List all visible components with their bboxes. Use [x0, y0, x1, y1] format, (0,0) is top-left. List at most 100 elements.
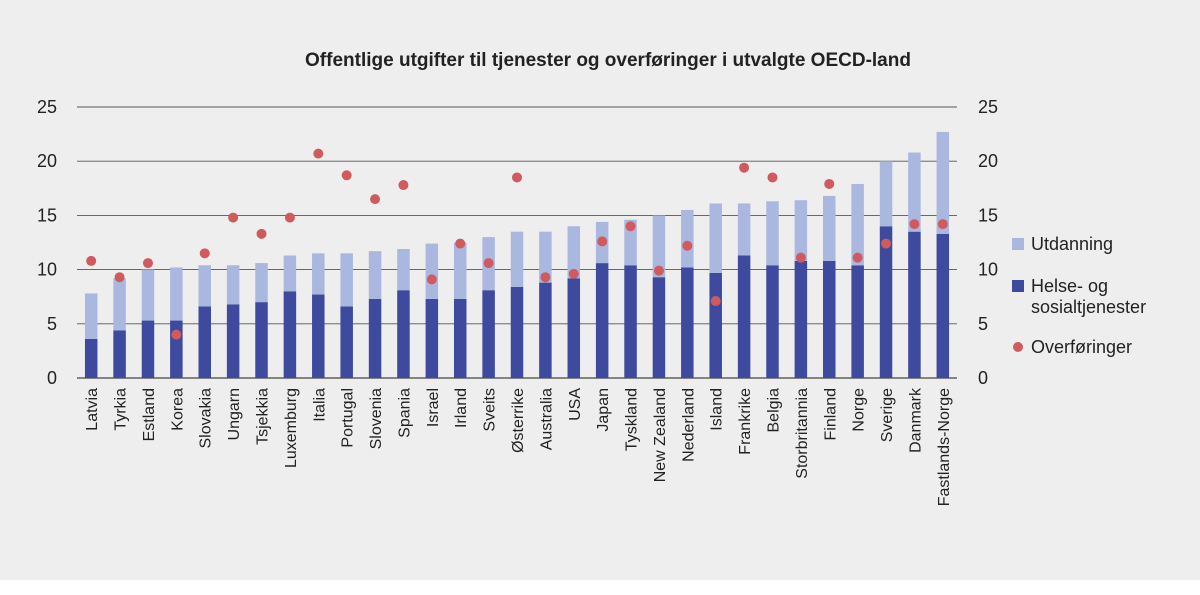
bar-segment [936, 131, 950, 234]
y-tick-label-right: 20 [978, 151, 998, 171]
bar-segment [113, 278, 126, 331]
scatter-point [370, 194, 381, 205]
bar-segment [198, 265, 211, 307]
scatter-point [710, 296, 721, 307]
scatter-point [426, 274, 437, 285]
bar-segment [851, 265, 864, 378]
bar-segment [709, 272, 722, 378]
scatter-point [739, 162, 750, 173]
x-category-label: Fastlands-Norge [936, 388, 953, 506]
bar-segment [766, 201, 779, 266]
scatter-point [142, 258, 153, 269]
bar-segment [368, 251, 382, 299]
scatter-point [284, 212, 295, 223]
x-category-label: Ungarn [226, 388, 243, 440]
bar-segment [141, 320, 155, 378]
bar-segment [908, 231, 921, 378]
bar-segment [283, 255, 297, 292]
bar-segment [453, 298, 467, 378]
scatter-point [852, 252, 863, 263]
bar-segment [198, 306, 211, 378]
bar-segment [737, 255, 751, 378]
bar-segment [879, 226, 893, 378]
scatter-point [455, 238, 466, 249]
scatter-point [341, 170, 352, 181]
x-category-label: Sverige [879, 388, 896, 442]
x-category-label: Korea [169, 388, 186, 431]
bar-segment [595, 263, 609, 378]
bars [84, 131, 950, 378]
chart-title: Offentlige utgifter til tjenester og ove… [305, 50, 911, 71]
bar-segment [823, 260, 836, 378]
scatter-point [881, 238, 892, 249]
x-category-label: USA [567, 388, 584, 421]
y-tick-label-right: 0 [978, 368, 988, 388]
bar-segment [255, 263, 268, 303]
bar-segment [737, 203, 751, 256]
bar-segment [567, 226, 581, 279]
bar-segment [170, 320, 183, 378]
y-tick-label-left: 25 [37, 97, 57, 117]
bar-segment [539, 282, 552, 378]
scatter-point [483, 258, 494, 269]
x-category-label: Australia [538, 388, 555, 450]
bar-segment [510, 286, 524, 378]
scatter-point [313, 148, 324, 159]
scatter-point [653, 265, 664, 276]
scatter-point [512, 172, 522, 183]
bar-segment [425, 298, 439, 378]
bar-segment [510, 231, 524, 287]
bar-segment [482, 290, 495, 378]
y-tick-label-left: 5 [47, 314, 57, 334]
x-category-label: Danmark [907, 387, 924, 453]
x-category-label: New Zealand [652, 388, 669, 482]
points [86, 148, 948, 340]
x-category-label: Latvia [84, 388, 101, 431]
scatter-point [682, 240, 693, 251]
bar-segment [766, 265, 779, 378]
y-tick-label-right: 25 [978, 97, 998, 117]
legend-label: Overføringer [1031, 337, 1132, 357]
x-category-label: Sveits [482, 388, 499, 432]
y-tick-label-left: 10 [37, 260, 57, 280]
x-category-label: Japan [595, 388, 612, 432]
x-category-label: Tyrkia [113, 388, 130, 431]
x-category-label: Israel [425, 388, 442, 427]
bar-segment [879, 161, 893, 227]
bar-segment [226, 265, 240, 305]
x-category-label: Tyskland [624, 388, 641, 451]
bar-segment [425, 243, 439, 299]
scatter-point [597, 236, 608, 247]
bar-segment [312, 253, 325, 295]
bar-segment [453, 242, 467, 299]
y-axis-right-ticks: 0 5 10 15 20 25 [978, 97, 998, 388]
x-category-label: Nederland [680, 388, 697, 462]
bar-segment [113, 330, 126, 378]
scatter-point [625, 221, 636, 232]
x-category-label: Italia [311, 388, 328, 422]
bar-segment [170, 267, 183, 321]
legend-label: Utdanning [1031, 234, 1113, 254]
bar-segment [936, 233, 950, 378]
scatter-point [199, 248, 210, 259]
scatter-point [767, 172, 778, 183]
x-category-label: Spania [396, 388, 413, 438]
y-tick-label-left: 0 [47, 368, 57, 388]
bar-segment [283, 291, 297, 378]
scatter-point [228, 212, 239, 223]
y-tick-label-right: 15 [978, 205, 998, 225]
scatter-point [256, 228, 267, 239]
bar-segment [226, 304, 240, 378]
bar-segment [908, 152, 921, 232]
x-category-label: Finland [822, 388, 839, 440]
scatter-point [114, 272, 125, 283]
bar-segment [397, 290, 410, 378]
y-tick-label-left: 15 [37, 205, 57, 225]
x-category-label: Island [709, 388, 726, 431]
legend-label: sosialtjenester [1031, 297, 1146, 317]
bar-segment [709, 203, 722, 273]
scatter-point [86, 255, 97, 266]
bar-segment [397, 249, 410, 291]
